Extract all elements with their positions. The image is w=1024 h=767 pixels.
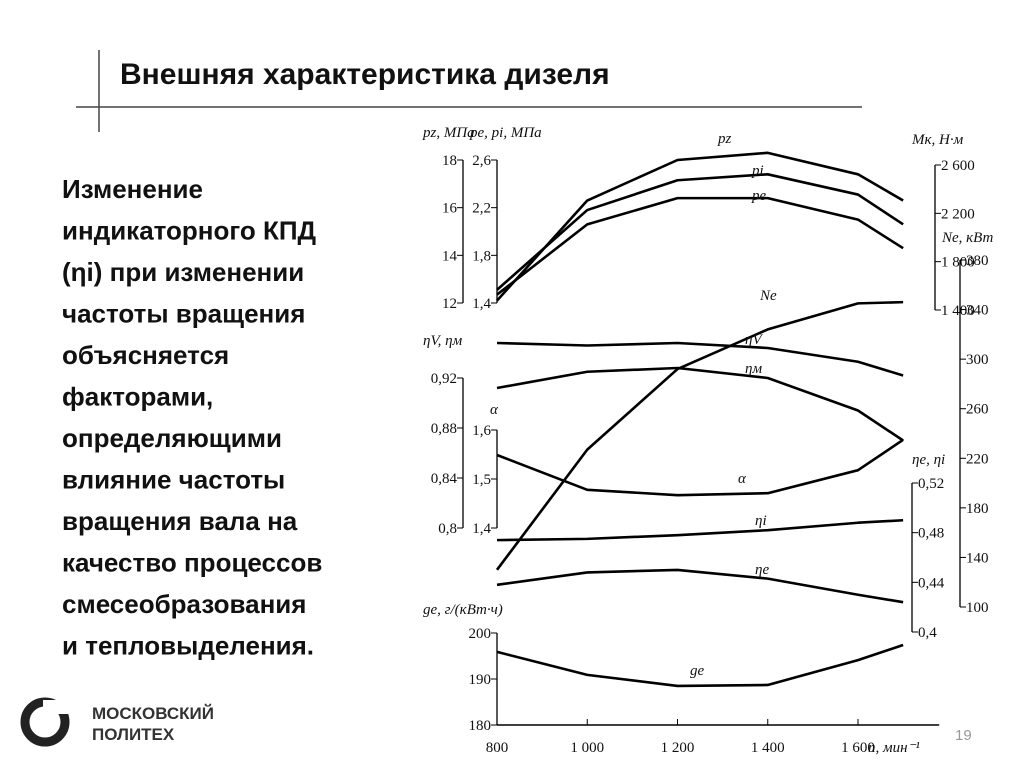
slide-title: Внешняя характеристика дизеля (120, 58, 610, 91)
y-tick-label: 0,48 (918, 526, 944, 542)
series-label: Ne (759, 288, 777, 304)
y-tick-label: 200 (469, 626, 492, 642)
y-axis-title: Mк, Н·м (911, 132, 964, 148)
y-tick-label: 180 (966, 501, 989, 517)
series-line (496, 341, 904, 377)
y-tick-label: 1,4 (472, 296, 491, 312)
series-label: pi (751, 163, 764, 179)
body-line: факторами, (62, 382, 213, 412)
logo-cut (43, 700, 68, 714)
y-axis-title: ηV, ηм (423, 333, 463, 349)
body-text: Изменение индикаторного КПД (ηi) при измен… (62, 174, 322, 661)
series-label: ηe (755, 562, 769, 578)
series-line (496, 568, 904, 604)
y-tick-label: 220 (966, 451, 989, 467)
y-axis-title: pe, pi, МПа (469, 125, 542, 141)
series-line (496, 151, 904, 302)
body-line: качество процессов (62, 548, 322, 578)
y-tick-label: 0,8 (438, 521, 457, 537)
body-line: индикаторного КПД (62, 216, 317, 246)
y-tick-label: 380 (966, 253, 989, 269)
y-tick-label: 0,4 (918, 625, 937, 641)
y-tick-label: 2,6 (472, 153, 491, 169)
y-tick-label: 0,92 (431, 371, 457, 387)
y-tick-label: 1 400 (941, 303, 975, 319)
y-tick-label: 2 200 (941, 206, 975, 222)
series-label: ηi (755, 513, 767, 529)
body-line: и тепловыделения. (62, 631, 314, 661)
y-tick-label: 0,84 (431, 471, 458, 487)
y-tick-label: 260 (966, 402, 989, 418)
body-line: объясняется (62, 340, 229, 370)
y-axis-title: pz, МПа (422, 125, 475, 141)
y-tick-label: 18 (442, 153, 457, 169)
body-line: (ηi) при изменении (62, 257, 304, 287)
series-label: pz (717, 131, 732, 147)
y-tick-label: 340 (966, 303, 989, 319)
body-line: смесеобразования (62, 589, 306, 619)
series-line (496, 366, 904, 442)
y-tick-label: 1,4 (472, 521, 491, 537)
series-line (496, 196, 904, 296)
y-tick-label: 1 800 (941, 255, 975, 271)
y-tick-label: 0,88 (431, 421, 457, 437)
series-label: ge (690, 663, 705, 679)
series-line (495, 300, 904, 571)
page-number: 19 (955, 727, 972, 744)
x-tick-label: 1 600 (841, 740, 875, 756)
y-tick-label: 0,52 (918, 476, 944, 492)
y-tick-label: 140 (966, 550, 989, 566)
y-axis-title: Ne, кВт (941, 230, 994, 246)
y-tick-label: 1,8 (472, 248, 491, 264)
logo-text: ПОЛИТЕХ (92, 725, 175, 744)
y-tick-label: 180 (469, 718, 492, 734)
y-axis-title: ge, г/(кВт·ч) (423, 602, 503, 618)
y-axis-title: α (490, 402, 499, 418)
y-tick-label: 190 (469, 672, 492, 688)
series-line (496, 518, 904, 542)
y-tick-label: 100 (966, 600, 989, 616)
y-tick-label: 12 (442, 296, 457, 312)
x-tick-label: 1 200 (661, 740, 695, 756)
y-axis-title: ηe, ηi (912, 452, 945, 468)
series-line (496, 173, 904, 291)
series-label: pe (751, 188, 767, 204)
x-tick-label: 800 (486, 740, 509, 756)
y-tick-label: 1,5 (472, 472, 491, 488)
body-line: влияние частоты (62, 465, 285, 495)
logo-text: МОСКОВСКИЙ (92, 704, 214, 723)
y-tick-label: 1,6 (472, 423, 491, 439)
series-label: α (738, 471, 747, 487)
y-tick-label: 16 (442, 201, 458, 217)
series-label: ηV (745, 332, 763, 348)
body-line: Изменение (62, 174, 203, 204)
series-label: ηм (745, 361, 762, 377)
y-tick-label: 2 600 (941, 158, 975, 174)
x-axis-label: n, мин⁻¹ (868, 740, 920, 756)
body-line: вращения вала на (62, 506, 298, 536)
series-line (496, 643, 904, 688)
y-tick-label: 0,44 (918, 575, 945, 591)
y-tick-label: 2,2 (472, 201, 491, 217)
y-tick-label: 14 (442, 248, 458, 264)
y-tick-label: 300 (966, 352, 989, 368)
logo: МОСКОВСКИЙ ПОЛИТЕХ (20, 697, 214, 747)
series-line (496, 438, 904, 497)
x-tick-label: 1 400 (751, 740, 785, 756)
x-tick-label: 1 000 (570, 740, 604, 756)
body-line: частоты вращения (62, 299, 305, 329)
body-line: определяющими (62, 423, 282, 453)
